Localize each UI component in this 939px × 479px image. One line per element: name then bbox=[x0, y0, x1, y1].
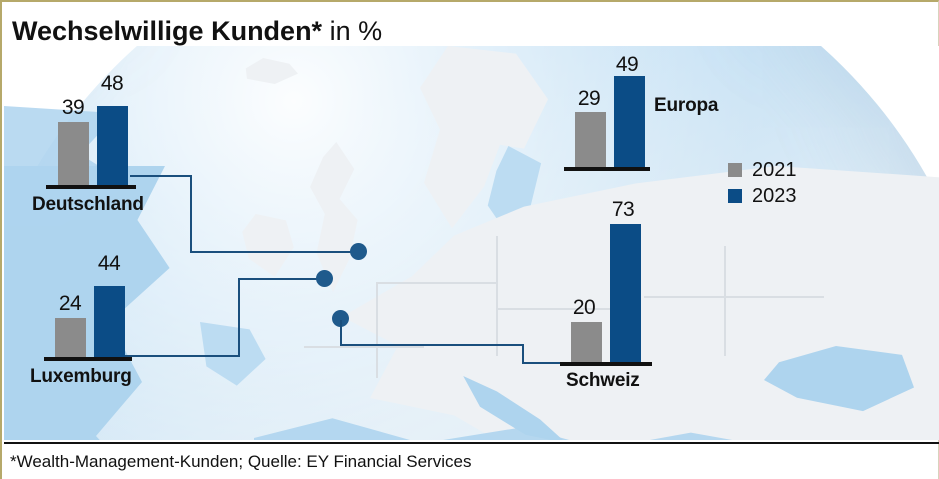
legend-label-2023: 2023 bbox=[752, 184, 797, 207]
bar-2023[interactable] bbox=[94, 286, 125, 357]
legend-item-2021: 2021 bbox=[728, 157, 797, 183]
connector-luxemburg bbox=[106, 355, 240, 357]
chart-schweiz: 20 73 Schweiz bbox=[558, 198, 718, 391]
country-border bbox=[496, 236, 498, 356]
bar-2023[interactable] bbox=[614, 76, 645, 167]
country-border bbox=[376, 282, 496, 284]
chart-baseline bbox=[560, 362, 652, 366]
page-title-regular: in % bbox=[322, 16, 383, 46]
bar-2021[interactable] bbox=[58, 122, 89, 185]
bar-2021[interactable] bbox=[55, 318, 86, 357]
bar-value-2023: 48 bbox=[100, 72, 124, 95]
chart-luxemburg: 24 44 Luxemburg bbox=[30, 252, 192, 392]
page-title-bold: Wechselwillige Kunden* bbox=[12, 16, 323, 46]
chart-baseline bbox=[44, 357, 132, 361]
bar-group bbox=[55, 252, 125, 357]
map-dot-luxemburg bbox=[316, 270, 333, 287]
chart-label-deutschland: Deutschland bbox=[32, 194, 144, 215]
footer-divider bbox=[4, 442, 939, 444]
bar-2021[interactable] bbox=[575, 112, 606, 167]
connector-luxemburg bbox=[238, 278, 326, 280]
legend-swatch-2023-icon bbox=[728, 189, 742, 203]
chart-label-luxemburg: Luxemburg bbox=[30, 366, 132, 387]
chart-europa: 29 49 Europa bbox=[562, 53, 752, 187]
connector-deutschland bbox=[190, 175, 192, 253]
bar-group bbox=[575, 57, 645, 167]
bar-group bbox=[571, 202, 641, 362]
bar-2021[interactable] bbox=[571, 322, 602, 362]
legend-item-2023: 2023 bbox=[728, 183, 797, 209]
legend-swatch-2021-icon bbox=[728, 163, 742, 177]
bar-value-2023: 49 bbox=[615, 53, 639, 76]
connector-deutschland bbox=[190, 251, 362, 253]
bar-value-2021: 20 bbox=[572, 296, 596, 319]
country-border bbox=[304, 346, 424, 348]
country-border bbox=[724, 246, 726, 356]
bar-value-2023: 44 bbox=[97, 252, 121, 275]
chart-label-europa: Europa bbox=[654, 95, 719, 116]
bar-2023[interactable] bbox=[610, 224, 641, 362]
legend: 2021 2023 bbox=[728, 157, 797, 209]
connector-schweiz bbox=[522, 362, 562, 364]
map-dot-deutschland bbox=[350, 243, 367, 260]
country-border bbox=[376, 282, 378, 378]
chart-baseline bbox=[46, 185, 136, 189]
bar-value-2021: 24 bbox=[58, 292, 82, 315]
connector-schweiz bbox=[522, 344, 524, 364]
legend-label-2021: 2021 bbox=[752, 158, 797, 181]
country-border bbox=[644, 296, 824, 298]
page-title: Wechselwillige Kunden* in % bbox=[12, 16, 382, 47]
bar-2023[interactable] bbox=[97, 106, 128, 185]
chart-label-schweiz: Schweiz bbox=[566, 370, 640, 391]
chart-baseline bbox=[564, 167, 650, 171]
country-border bbox=[496, 308, 626, 310]
connector-schweiz bbox=[340, 320, 342, 346]
footer-note: *Wealth-Management-Kunden; Quelle: EY Fi… bbox=[10, 452, 472, 471]
bar-value-2023: 73 bbox=[611, 198, 635, 221]
map-dot-schweiz bbox=[332, 310, 349, 327]
bar-value-2021: 29 bbox=[577, 87, 601, 110]
connector-luxemburg bbox=[238, 278, 240, 357]
chart-deutschland: 39 48 Deutschland bbox=[32, 72, 192, 215]
connector-deutschland bbox=[130, 175, 192, 177]
bar-value-2021: 39 bbox=[61, 96, 85, 119]
bar-group bbox=[58, 72, 128, 185]
connector-schweiz bbox=[340, 344, 524, 346]
